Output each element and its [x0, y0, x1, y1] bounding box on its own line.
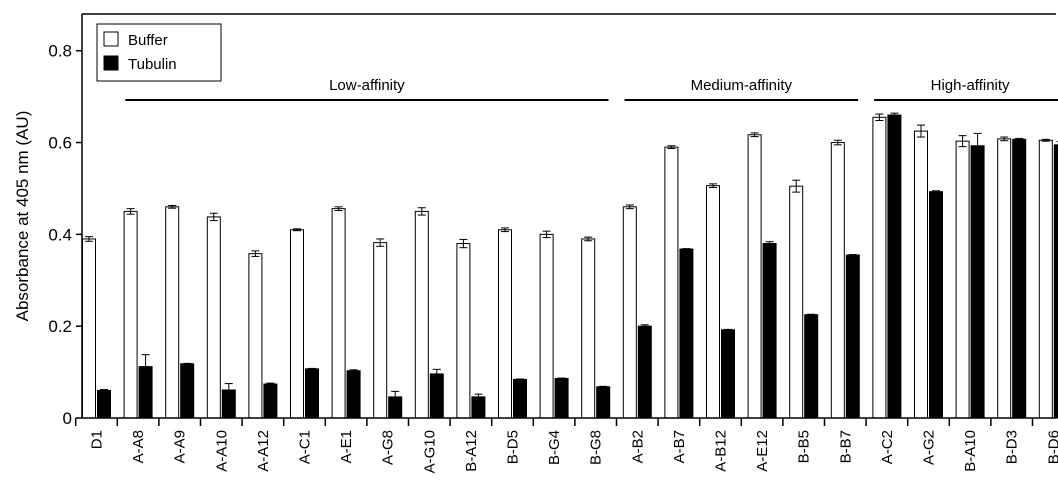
- legend-label-buffer: Buffer: [128, 32, 168, 49]
- bar-tubulin-b-d5: [513, 378, 527, 419]
- bar-tubulin-a-g2: [929, 191, 943, 419]
- x-tick-label: A-B7: [671, 430, 688, 463]
- x-tick-label: B-D3: [1004, 430, 1021, 464]
- x-tick-label: A-B2: [629, 430, 646, 463]
- x-tick-label: B-B7: [837, 430, 854, 463]
- bar-buffer-b-d3: [997, 138, 1012, 419]
- bar-buffer-b-a10: [955, 140, 970, 419]
- group-label-high-affinity: High-affinity: [931, 77, 1010, 94]
- bar-tubulin-a-a12: [263, 383, 278, 419]
- bar-buffer-a-a9: [165, 206, 180, 419]
- bar-buffer-a-b2: [622, 206, 637, 419]
- y-tick-label: 0.8: [48, 42, 72, 61]
- bar-buffer-a-g8: [373, 242, 388, 419]
- bar-tubulin-a-b7: [679, 248, 694, 419]
- x-tick-label: D1: [89, 430, 106, 449]
- bar-tubulin-b-g8: [596, 386, 611, 419]
- bar-buffer-b-a12: [456, 243, 471, 419]
- bar-buffer-a-g10: [414, 210, 429, 419]
- error-bars-layer: [85, 112, 1058, 403]
- legend-swatch-buffer: [103, 31, 119, 47]
- x-tick-label: A-E1: [338, 430, 355, 463]
- x-ticks: D1 A-A8 A-A9 A-A10 A-A12 A-C1 A-E1 A-G8 A-G10 B-A…: [74, 418, 1058, 473]
- x-tick-label: B-D6: [1045, 430, 1058, 464]
- bar-tubulin-a-e1: [346, 370, 361, 419]
- x-tick-label: A-B12: [713, 430, 730, 472]
- bar-tubulin-a-a9: [180, 363, 195, 419]
- bar-buffer-b-b5: [789, 185, 804, 419]
- bar-tubulin-a-e12: [762, 243, 777, 419]
- bars-layer: [82, 114, 1058, 419]
- bar-tubulin-b-a10: [970, 145, 985, 419]
- x-tick-label: A-G2: [921, 430, 938, 465]
- legend-swatch-tubulin: [103, 55, 119, 71]
- bar-tubulin-a-c2: [887, 114, 902, 419]
- bar-buffer-a-a10: [206, 216, 221, 419]
- x-tick-label: A-G8: [380, 430, 397, 465]
- legend: Buffer Tubulin: [96, 23, 222, 82]
- legend-label-tubulin: Tubulin: [128, 56, 177, 73]
- bar-tubulin-b-g4: [554, 378, 569, 419]
- x-tick-label: B-G8: [588, 430, 605, 465]
- axes-layer: 0 0.2 0.4 0.6 0.8 D1 A-A8 A-A9 A-A10 A-A12 A-C1 A-…: [13, 13, 1058, 473]
- bar-tubulin-a-b2: [637, 325, 652, 419]
- x-tick-label: B-A10: [962, 430, 979, 472]
- x-tick-label: B-B5: [796, 430, 813, 463]
- bar-tubulin-a-c1: [305, 368, 319, 419]
- bar-tubulin-b-d6: [1053, 144, 1058, 419]
- bar-buffer-a-e1: [331, 208, 346, 419]
- bar-buffer-a-a8: [123, 210, 138, 419]
- bar-tubulin-b-b7: [845, 254, 860, 419]
- bar-buffer-a-c2: [872, 116, 887, 419]
- x-tick-label: A-A10: [213, 430, 230, 472]
- bar-tubulin-d1: [97, 389, 111, 419]
- bar-buffer-d1: [82, 238, 96, 419]
- group-annotations: Low-affinity Medium-affinity High-affinity: [125, 77, 1058, 101]
- x-tick-label: A-A12: [255, 430, 272, 472]
- group-label-medium-affinity: Medium-affinity: [691, 77, 793, 94]
- bar-buffer-b-g4: [539, 233, 554, 419]
- x-tick-label: B-D5: [505, 430, 522, 464]
- bar-buffer-a-e12: [747, 134, 762, 419]
- bar-buffer-a-a12: [248, 253, 263, 419]
- bar-tubulin-b-b5: [804, 314, 819, 419]
- y-tick-label: 0.6: [48, 134, 72, 153]
- group-label-low-affinity: Low-affinity: [329, 77, 405, 94]
- x-tick-label: A-A9: [172, 430, 189, 463]
- bar-buffer-a-b12: [706, 185, 720, 419]
- x-tick-label: A-E12: [754, 430, 771, 472]
- bar-buffer-b-d6: [1038, 139, 1053, 419]
- x-tick-label: B-A12: [463, 430, 480, 472]
- bar-buffer-b-b7: [830, 142, 845, 419]
- y-tick-label: 0.4: [48, 225, 72, 244]
- y-tick-label: 0: [63, 409, 72, 428]
- x-tick-label: A-C2: [879, 430, 896, 464]
- bar-buffer-b-g8: [581, 238, 596, 419]
- bar-buffer-a-b7: [664, 146, 679, 419]
- bar-buffer-a-c1: [290, 229, 304, 419]
- x-tick-label: A-A8: [130, 430, 147, 463]
- bar-tubulin-a-g10: [429, 373, 444, 419]
- bar-tubulin-b-d3: [1012, 138, 1027, 419]
- bar-buffer-a-g2: [914, 130, 928, 419]
- x-tick-label: A-C1: [297, 430, 314, 464]
- y-tick-label: 0.2: [48, 317, 72, 336]
- y-axis-label: Absorbance at 405 nm (AU): [13, 111, 32, 322]
- y-ticks: 0 0.2 0.4 0.6 0.8: [48, 42, 82, 428]
- x-tick-label: B-G4: [546, 430, 563, 465]
- bar-buffer-b-d5: [498, 229, 512, 419]
- x-tick-label: A-G10: [421, 430, 438, 473]
- bar-tubulin-a-b12: [721, 329, 735, 419]
